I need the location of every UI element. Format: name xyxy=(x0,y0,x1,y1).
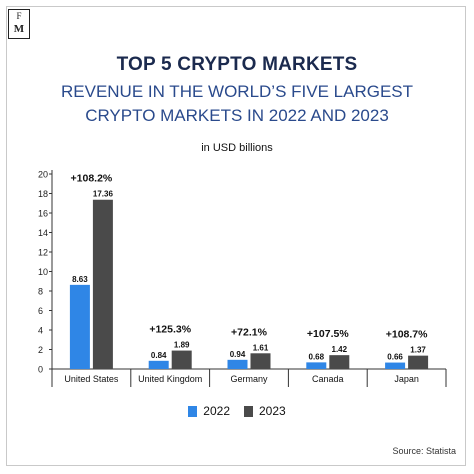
y-tick-label: 16 xyxy=(38,209,48,219)
x-category-label: United States xyxy=(64,374,119,384)
logo-letter-m: M xyxy=(13,23,25,35)
bar-value-label: 17.36 xyxy=(93,190,114,199)
subtitle-line-1: REVENUE IN THE WORLD’S FIVE LARGEST xyxy=(60,82,414,101)
x-category-label: Canada xyxy=(312,374,344,384)
bar-2023 xyxy=(329,355,350,369)
y-tick-label: 10 xyxy=(38,267,48,277)
source-note: Source: Statista xyxy=(392,446,456,456)
x-category-label: Japan xyxy=(394,374,419,384)
bar-value-label: 0.66 xyxy=(387,353,403,362)
legend-label-2022: 2022 xyxy=(203,404,230,418)
bar-2023 xyxy=(171,350,192,369)
x-category-label: Germany xyxy=(230,374,268,384)
bar-2022 xyxy=(69,284,90,369)
logo-letter-f: F xyxy=(16,11,22,21)
bar-value-label: 8.63 xyxy=(72,275,88,284)
legend-item-2023: 2023 xyxy=(244,404,286,418)
bar-value-label: 1.61 xyxy=(253,343,269,352)
y-tick-label: 8 xyxy=(38,287,43,297)
bar-value-label: 0.94 xyxy=(230,350,246,359)
y-tick-label: 18 xyxy=(38,189,48,199)
bar-value-label: 1.37 xyxy=(410,346,426,355)
unit-label: in USD billions xyxy=(201,142,273,154)
bar-value-label: 0.84 xyxy=(151,351,167,360)
bar-2023 xyxy=(92,199,113,369)
bar-2022 xyxy=(385,362,406,369)
legend-swatch-2023 xyxy=(244,405,253,417)
growth-label: +72.1% xyxy=(231,326,268,338)
x-category-label: United Kingdom xyxy=(138,374,202,384)
subtitle-line-2: CRYPTO MARKETS IN 2022 AND 2023 xyxy=(85,106,389,125)
y-tick-label: 6 xyxy=(38,306,43,316)
fm-logo: F M xyxy=(8,9,30,39)
y-tick-label: 20 xyxy=(38,170,48,180)
y-tick-label: 2 xyxy=(38,345,43,355)
bar-2022 xyxy=(306,362,327,369)
bar-2023 xyxy=(250,353,271,369)
bar-value-label: 1.42 xyxy=(332,345,348,354)
chart-title: TOP 5 CRYPTO MARKETS xyxy=(116,54,358,75)
y-tick-label: 0 xyxy=(38,365,43,375)
growth-label: +108.2% xyxy=(71,173,113,185)
growth-label: +125.3% xyxy=(149,324,191,336)
legend: 2022 2023 xyxy=(0,404,474,418)
bar-value-label: 0.68 xyxy=(309,352,325,361)
y-tick-label: 12 xyxy=(38,248,48,258)
legend-swatch-2022 xyxy=(188,405,198,417)
chart-frame xyxy=(6,6,466,466)
bar-2022 xyxy=(148,360,169,369)
bar-2023 xyxy=(408,355,429,369)
growth-label: +108.7% xyxy=(386,329,428,341)
bar-value-label: 1.89 xyxy=(174,341,190,350)
growth-label: +107.5% xyxy=(307,328,349,340)
legend-label-2023: 2023 xyxy=(259,404,286,418)
chart-subtitle: REVENUE IN THE WORLD’S FIVE LARGEST CRYP… xyxy=(0,80,474,128)
y-tick-label: 4 xyxy=(38,326,43,336)
y-tick-label: 14 xyxy=(38,228,48,238)
legend-item-2022: 2022 xyxy=(188,404,230,418)
bar-2022 xyxy=(227,359,248,369)
